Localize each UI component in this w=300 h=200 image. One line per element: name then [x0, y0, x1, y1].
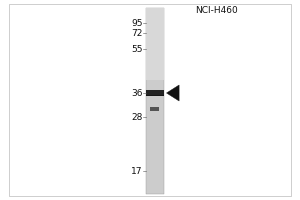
Bar: [146, 95, 164, 96]
Text: 55: 55: [131, 45, 142, 53]
Bar: [146, 90, 164, 96]
Text: 17: 17: [131, 166, 142, 176]
Bar: [151, 107, 159, 111]
Polygon shape: [167, 85, 179, 101]
Bar: [146, 8, 164, 194]
Bar: [146, 95, 164, 96]
Bar: [146, 95, 164, 96]
Bar: [146, 95, 164, 96]
Bar: [146, 8, 164, 80]
Text: NCI-H460: NCI-H460: [195, 6, 237, 15]
Text: 72: 72: [131, 28, 142, 38]
Bar: [146, 95, 164, 96]
Bar: [146, 95, 164, 96]
Text: 95: 95: [131, 19, 142, 27]
Bar: [146, 95, 164, 96]
Text: 28: 28: [131, 112, 142, 121]
Bar: [146, 95, 164, 96]
Text: 36: 36: [131, 88, 142, 98]
